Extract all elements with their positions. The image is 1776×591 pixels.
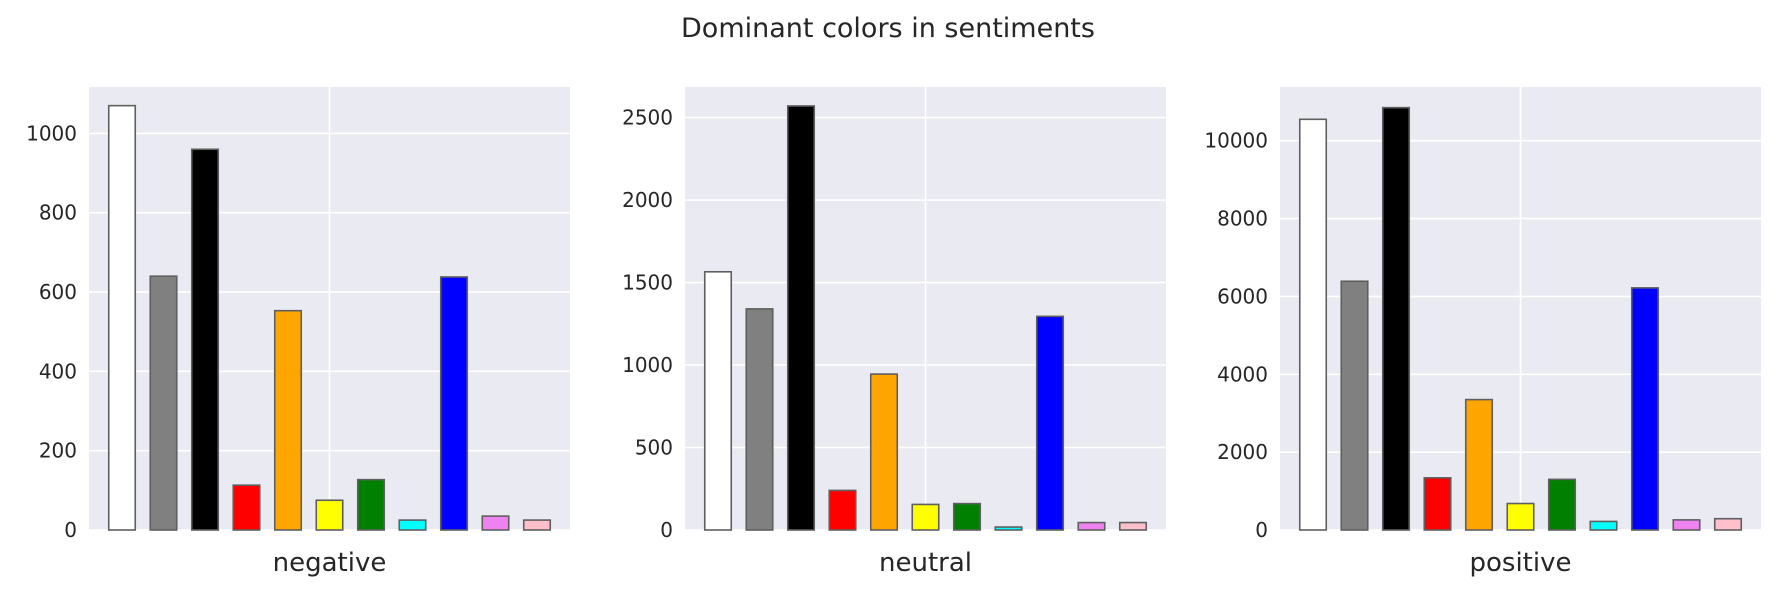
x-axis-label: positive [1470,548,1572,578]
y-tick-label: 2500 [622,106,673,130]
y-tick-label: 6000 [1217,284,1268,308]
bar-pink [1118,521,1148,531]
bar-pink [522,519,552,531]
bar-white [703,270,733,531]
y-tick-label: 500 [635,436,673,460]
bar-cyan [1589,520,1618,531]
bar-white [107,104,137,531]
bar-green [356,478,386,531]
bar-green [1547,478,1577,531]
y-tick-label: 10000 [1204,129,1268,153]
chart-panel-positive: 0 2000 4000 6000 8000 10000 positive [1204,87,1761,578]
bar-white [1298,118,1328,531]
y-tick-label: 400 [39,359,77,383]
y-tick-label: 2000 [1217,440,1268,464]
chart-title: Dominant colors in sentiments [681,13,1095,44]
bar-orange [273,309,303,531]
bar-cyan [994,526,1023,531]
bar-blue [1630,287,1660,531]
bar-black [786,105,816,531]
bar-cyan [398,519,427,531]
bar-violet [481,515,510,531]
chart-panel-negative: 0 200 400 600 800 1000 negative [26,87,570,578]
bar-orange [869,373,899,531]
bar-yellow [911,503,940,531]
bar-blue [439,276,469,531]
bar-black [1381,106,1411,531]
y-tick-label: 0 [1255,518,1268,542]
bar-grey [1340,280,1369,531]
bar-blue [1035,315,1065,531]
y-tick-label: 200 [39,439,77,463]
y-tick-label: 1000 [26,121,77,145]
y-tick-label: 8000 [1217,207,1268,231]
y-tick-label: 0 [660,518,673,542]
bar-violet [1672,519,1701,531]
y-tick-label: 1000 [622,353,673,377]
bar-pink [1713,517,1743,531]
y-tick-label: 2000 [622,188,673,212]
y-tick-label: 1500 [622,271,673,295]
bar-grey [745,308,774,531]
bar-green [952,502,982,531]
y-tick-label: 600 [39,280,77,304]
chart-panels: 0 200 400 600 800 1000 negative 0 500 1000 1500 200… [26,87,1761,578]
bar-red [828,489,857,531]
bar-black [190,148,220,531]
x-axis-label: negative [273,548,387,578]
bar-red [232,484,261,531]
y-tick-label: 800 [39,201,77,225]
y-tick-label: 4000 [1217,362,1268,386]
bar-yellow [315,499,344,531]
x-axis-label: neutral [879,548,972,578]
bar-orange [1464,398,1494,531]
chart-panel-neutral: 0 500 1000 1500 2000 2500 neutral [622,87,1166,578]
y-tick-label: 0 [64,518,77,542]
bar-yellow [1506,502,1535,531]
bar-grey [149,275,178,531]
bar-red [1423,477,1452,531]
bar-violet [1077,521,1106,531]
